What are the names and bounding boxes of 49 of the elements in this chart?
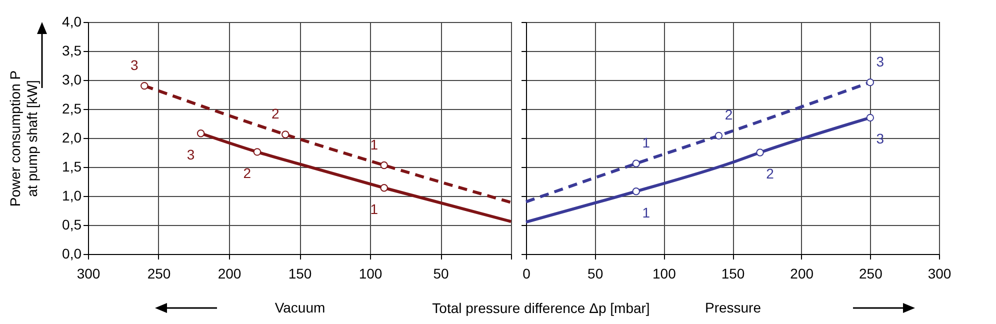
x-tick-label: 300 bbox=[76, 266, 100, 282]
y-tick-label: 0,0 bbox=[62, 246, 82, 262]
x-tick-label: 200 bbox=[218, 266, 242, 282]
point bbox=[380, 161, 388, 170]
y-tick-label: 1,0 bbox=[62, 188, 82, 204]
x-tick-label: 250 bbox=[858, 266, 883, 282]
point bbox=[632, 188, 640, 196]
y-axis-title: Power consumption P at pump shaft [kW] bbox=[7, 70, 40, 207]
x-tick-label: 0 bbox=[522, 266, 531, 282]
x-tick-label: 300 bbox=[928, 266, 952, 282]
annotation: 1 bbox=[370, 136, 378, 152]
point bbox=[140, 82, 148, 90]
y-tick-label: 2,5 bbox=[62, 100, 82, 116]
annotation: 1 bbox=[370, 200, 378, 217]
x-tick-label: 50 bbox=[433, 266, 449, 282]
x-tick-label: 100 bbox=[358, 266, 382, 282]
annotation: 2 bbox=[766, 166, 774, 182]
annotation: 2 bbox=[272, 106, 280, 122]
x-tick-label: 250 bbox=[147, 266, 171, 282]
x-axis-title: Pressure bbox=[704, 300, 762, 316]
point bbox=[380, 184, 388, 192]
text: Total pressure difference Δp [mbar] bbox=[432, 300, 650, 316]
point bbox=[282, 130, 290, 138]
x-axis-title: Vacuum bbox=[274, 300, 326, 316]
point bbox=[714, 132, 723, 140]
point bbox=[632, 160, 640, 168]
annotation: 3 bbox=[876, 53, 884, 70]
annotation: 3 bbox=[130, 56, 138, 73]
x-tick-label: 200 bbox=[790, 266, 814, 282]
y-tick-label: 2,0 bbox=[62, 130, 82, 146]
y-tick-label: 3,5 bbox=[62, 42, 82, 58]
y-tick-label: 4,0 bbox=[62, 14, 82, 30]
annotation: 2 bbox=[243, 164, 252, 181]
point bbox=[866, 114, 874, 122]
y-tick-label: 3,0 bbox=[62, 72, 82, 88]
y-tick-label: 1,5 bbox=[62, 158, 82, 174]
point bbox=[253, 148, 262, 156]
x-tick-label: 100 bbox=[652, 266, 676, 282]
annotation: 2 bbox=[724, 106, 733, 123]
x-tick-label: 50 bbox=[588, 266, 604, 282]
y-tick-label: 0,5 bbox=[62, 216, 82, 232]
x-tick-label: 150 bbox=[721, 266, 745, 282]
annotation: 3 bbox=[186, 146, 195, 162]
point bbox=[756, 148, 764, 156]
point bbox=[866, 78, 874, 86]
x-tick-label: 150 bbox=[288, 266, 312, 282]
annotation: 1 bbox=[642, 204, 650, 220]
point bbox=[196, 130, 205, 138]
annotation: 1 bbox=[642, 134, 650, 151]
